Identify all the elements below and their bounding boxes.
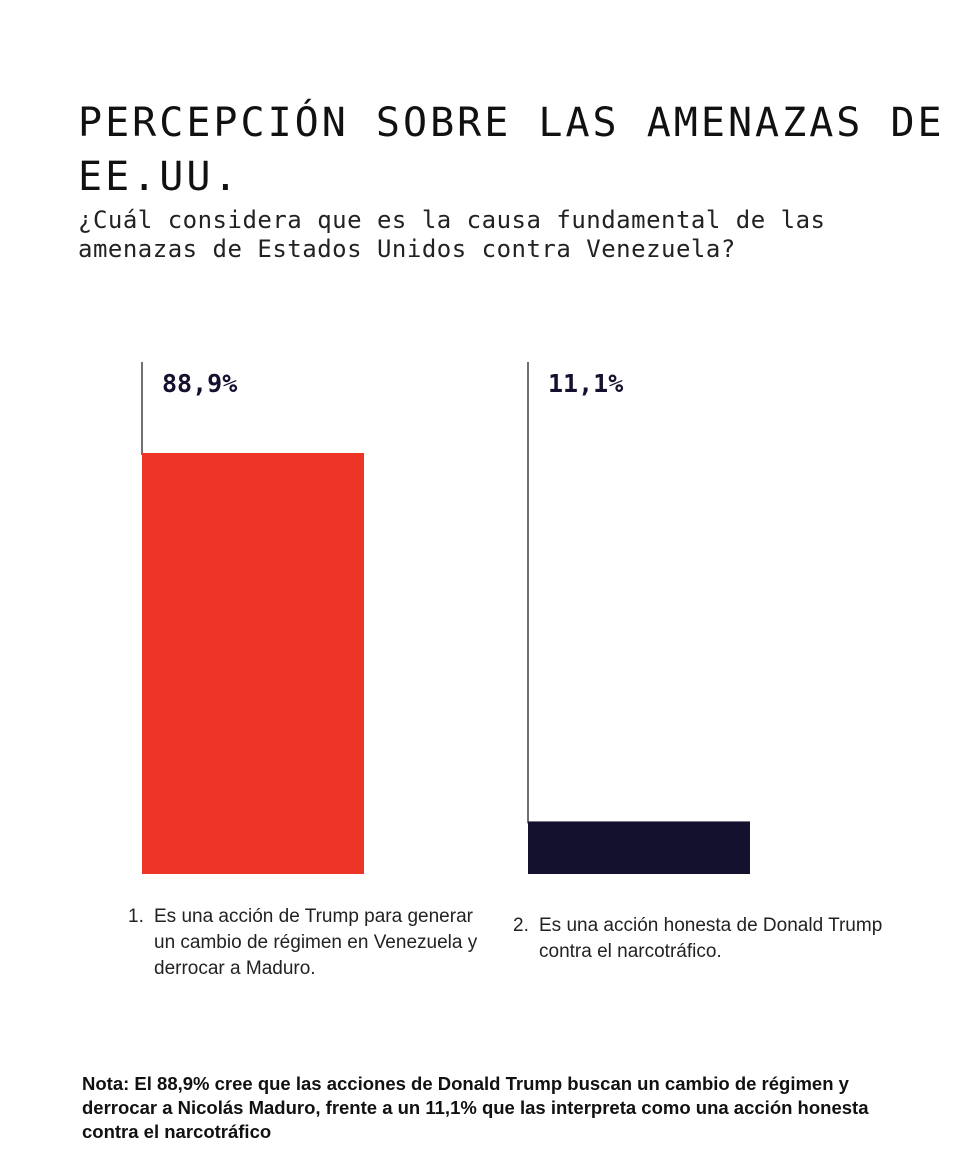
bar-1	[142, 453, 364, 874]
category-number-1: 1.	[128, 906, 144, 927]
chart-title: PERCEPCIÓN SOBRE LAS AMENAZAS DE EE.UU.	[78, 100, 945, 200]
footnote: Nota: El 88,9% cree que las acciones de …	[82, 1073, 869, 1142]
bar-2	[528, 821, 750, 874]
category-label-2: 2. Es una acción honesta de Donald Trump…	[513, 913, 913, 965]
value-label-1: 88,9%	[162, 369, 237, 398]
category-label-1: 1. Es una acción de Trump para generar u…	[128, 904, 488, 982]
chart-subtitle: ¿Cuál considera que es la causa fundamen…	[78, 206, 826, 263]
category-text-1: Es una acción de Trump para generar un c…	[154, 906, 478, 979]
value-label-2: 11,1%	[548, 369, 623, 398]
category-text-2: Es una acción honesta de Donald Trump co…	[539, 915, 883, 962]
category-number-2: 2.	[513, 915, 529, 936]
bar-chart: 88,9% 11,1%	[141, 362, 750, 874]
